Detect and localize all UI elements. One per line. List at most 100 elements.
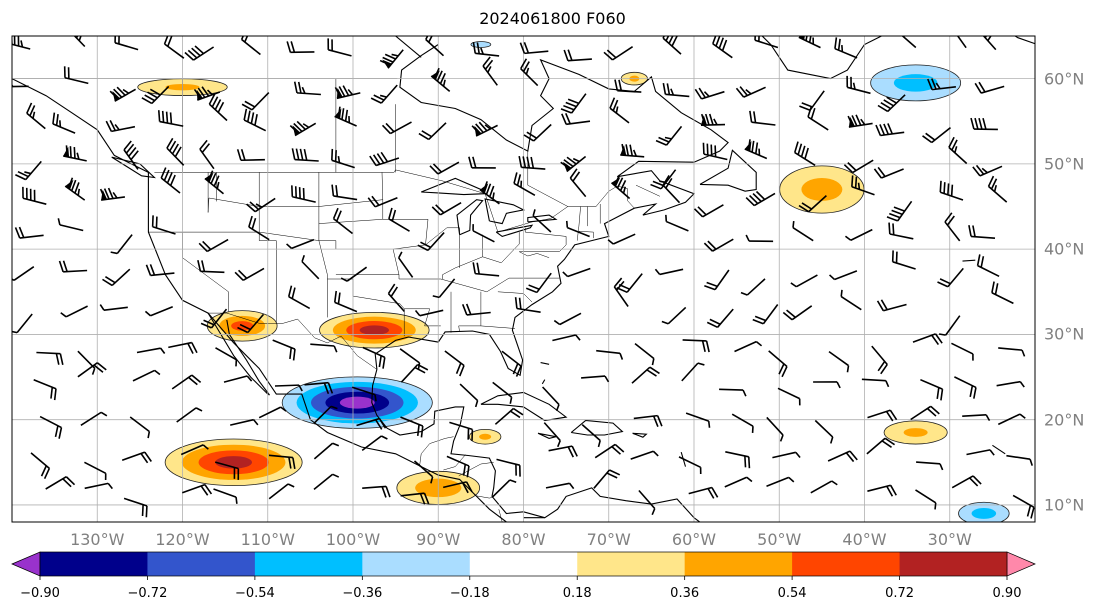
wind-barb	[665, 214, 689, 232]
coastline-segment	[527, 214, 558, 223]
field-blob-far-southeast-negative	[958, 501, 1010, 522]
wind-barb	[479, 181, 500, 205]
wind-barb	[866, 437, 896, 455]
colorbar-tick-label: −0.72	[127, 586, 168, 601]
coastline-segment	[480, 391, 568, 422]
wind-barb	[834, 37, 858, 59]
wind-barb	[766, 476, 795, 488]
wind-barb	[813, 381, 841, 389]
wind-barb	[603, 46, 634, 61]
wind-barb	[560, 93, 587, 114]
wind-barb	[991, 281, 1014, 305]
wind-barb	[891, 250, 916, 270]
wind-barb	[180, 444, 209, 456]
wind-barb	[562, 267, 591, 278]
wind-barb	[724, 476, 753, 488]
wind-barb	[970, 117, 998, 131]
wind-barb	[814, 419, 834, 444]
wind-barb	[752, 304, 779, 325]
wind-barb	[84, 482, 113, 490]
wind-barb	[543, 422, 561, 448]
wind-barb	[703, 238, 734, 252]
colorbar-tick-label: 0.36	[670, 586, 700, 601]
wind-barb	[176, 407, 203, 423]
wind-barb	[609, 97, 630, 124]
wind-barb	[64, 177, 86, 201]
wind-barb	[867, 409, 898, 422]
wind-barb	[400, 492, 430, 505]
wind-barb	[974, 81, 1005, 94]
wind-barb	[998, 347, 1026, 357]
wind-barb	[798, 36, 821, 49]
wind-barb	[400, 416, 424, 438]
border-segment	[498, 509, 503, 522]
wind-barb	[492, 381, 513, 404]
wind-barb	[461, 303, 491, 316]
wind-barb	[682, 339, 710, 353]
wind-barb	[766, 416, 784, 442]
wind-barb	[234, 267, 265, 282]
wind-barb	[563, 49, 592, 62]
wind-barb	[199, 139, 215, 170]
wind-barb	[14, 226, 44, 239]
wind-barb	[951, 475, 982, 489]
wind-barb	[160, 167, 181, 194]
wind-barb	[634, 342, 655, 366]
wind-barb	[613, 277, 629, 307]
wind-barb	[60, 305, 88, 318]
field-blob-north-atlantic-negative	[870, 64, 962, 102]
wind-barb	[418, 122, 447, 141]
wind-barb	[948, 136, 968, 165]
map-frame	[11, 35, 1036, 523]
wind-barb	[413, 460, 434, 484]
wind-barb	[749, 110, 776, 126]
wind-barb	[293, 81, 321, 96]
wind-barb	[927, 78, 956, 91]
wind-barb	[972, 164, 1003, 177]
wind-barb	[258, 406, 287, 419]
lat-label: 40°N	[1044, 239, 1085, 259]
wind-barb	[593, 469, 621, 489]
wind-barb	[662, 36, 682, 55]
wind-barb	[198, 238, 229, 253]
wind-barb	[63, 66, 89, 85]
contour-level	[470, 41, 492, 48]
wind-barb	[851, 175, 875, 196]
colorbar-frame	[39, 551, 1008, 577]
wind-barb	[80, 411, 108, 426]
wind-barb	[77, 362, 107, 378]
wind-barb	[472, 41, 500, 57]
wind-barb	[268, 483, 295, 500]
wind-barb	[910, 405, 940, 421]
wind-barb	[331, 184, 358, 201]
wind-barb	[248, 215, 270, 241]
wind-barb	[492, 479, 517, 498]
coastline-segment	[992, 444, 1006, 455]
wind-barb	[662, 175, 681, 204]
border-segment	[154, 169, 635, 233]
colorbar-tick-label: −0.36	[342, 586, 383, 601]
lat-label: 60°N	[1044, 69, 1085, 89]
wind-barb	[631, 366, 660, 384]
wind-barb	[230, 418, 259, 426]
wind-barb	[545, 482, 575, 490]
wind-barb	[694, 87, 725, 100]
border-segment	[207, 172, 260, 213]
wind-barb	[351, 386, 377, 402]
wind-barb	[633, 414, 663, 427]
wind-barb	[772, 451, 801, 459]
contour-level	[971, 508, 997, 519]
wind-barb	[782, 305, 813, 321]
wind-barb	[200, 308, 228, 329]
wind-barb	[548, 445, 578, 458]
wind-barb	[15, 160, 42, 181]
coastline-segment	[1013, 36, 1035, 45]
border-segment	[474, 495, 493, 499]
wind-barb	[223, 375, 253, 383]
wind-barb	[84, 461, 107, 481]
wind-barb	[243, 108, 267, 132]
wind-barb	[215, 347, 238, 367]
wind-barb	[542, 386, 560, 412]
wind-barb	[745, 190, 776, 207]
wind-barb	[939, 180, 964, 201]
